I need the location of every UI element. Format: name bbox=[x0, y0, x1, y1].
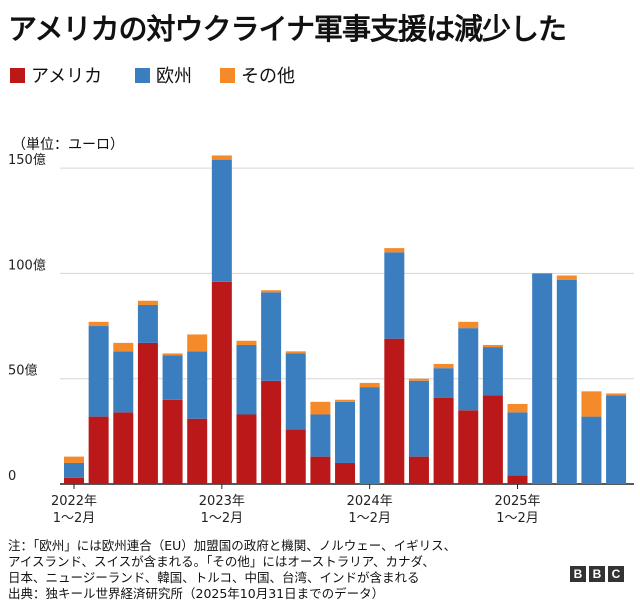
bar-segment-europe bbox=[556, 279, 577, 484]
y-tick-label: 150億 bbox=[8, 152, 46, 168]
x-tick-label-year: 2024年 bbox=[347, 494, 393, 509]
footnote-line: アイスランド、スイスが含まれる。「その他」にはオーストラリア、カナダ、 bbox=[8, 554, 435, 569]
bar-segment-other bbox=[507, 403, 528, 413]
bar-segment-us bbox=[261, 380, 282, 484]
x-tick-label-months: 1～2月 bbox=[348, 511, 391, 526]
stacked-bar-chart: 0 50億 100億 150億 2022年 1～2月 2023年 1～2月 2024年 1～2月 2… bbox=[8, 152, 634, 526]
bar-segment-europe bbox=[137, 304, 158, 343]
bar-segment-us bbox=[137, 342, 158, 484]
bar-segment-us bbox=[88, 416, 109, 484]
bar-segment-europe bbox=[482, 347, 503, 396]
footnote-line: 注：「欧州」には欧州連合（EU）加盟国の政府と機関、ノルウェー、イギリス、 bbox=[8, 538, 457, 553]
bar-segment-other bbox=[408, 378, 429, 381]
bar-segment-us bbox=[482, 395, 503, 484]
bar-segment-europe bbox=[211, 159, 232, 282]
y-tick-label: 50億 bbox=[8, 363, 38, 379]
bar-segment-other bbox=[310, 401, 331, 415]
bar-segment-europe bbox=[261, 292, 282, 381]
bar-segment-other bbox=[581, 391, 602, 417]
legend-item-us: アメリカ bbox=[10, 62, 102, 88]
unit-label: （単位：ユーロ） bbox=[12, 137, 124, 153]
bar-segment-us bbox=[335, 462, 356, 484]
bar-segment-other bbox=[384, 248, 405, 253]
footnote-source: 出典：独キール世界経済研究所（2025年10月31日までのデータ） bbox=[8, 586, 385, 601]
bar-segment-us bbox=[211, 281, 232, 484]
bar-segment-us bbox=[113, 412, 134, 484]
bar-segment-us bbox=[408, 456, 429, 484]
bbc-logo-block: B bbox=[589, 566, 605, 582]
bar-segment-europe bbox=[507, 412, 528, 476]
legend-swatch-other bbox=[220, 67, 235, 83]
bar-segment-europe bbox=[335, 401, 356, 463]
legend-item-other: その他 bbox=[220, 62, 295, 88]
bar-segment-europe bbox=[88, 326, 109, 417]
bar-segment-europe bbox=[433, 368, 454, 398]
bar-segment-other bbox=[285, 351, 306, 354]
bar-segment-europe bbox=[285, 353, 306, 430]
bar-segment-europe bbox=[64, 462, 84, 478]
x-tick-label-year: 2023年 bbox=[199, 494, 245, 509]
bar-segment-other bbox=[113, 342, 134, 352]
y-tick-label: 100億 bbox=[8, 257, 46, 273]
bar-segment-us bbox=[285, 429, 306, 484]
bar-segment-other bbox=[606, 393, 627, 396]
bar-segment-other bbox=[261, 290, 282, 293]
bar-segment-us bbox=[507, 475, 528, 484]
bbc-logo-block: C bbox=[608, 566, 624, 582]
bar-segment-other bbox=[433, 363, 454, 369]
bar-segment-europe bbox=[532, 273, 553, 484]
x-tick-label-months: 1～2月 bbox=[496, 511, 539, 526]
bar-segment-us bbox=[236, 414, 257, 484]
footnote: 注：「欧州」には欧州連合（EU）加盟国の政府と機関、ノルウェー、イギリス、 アイ… bbox=[8, 538, 568, 602]
bar-segment-europe bbox=[113, 351, 134, 413]
bar-segment-europe bbox=[408, 380, 429, 457]
footnote-line: 日本、ニュージーランド、韓国、トルコ、中国、台湾、インドが含まれる bbox=[8, 570, 420, 585]
bar-segment-us bbox=[187, 418, 208, 484]
bar-segment-other bbox=[556, 275, 577, 280]
bar-segment-europe bbox=[359, 387, 380, 484]
legend-label-other: その他 bbox=[241, 66, 295, 87]
bar-segment-us bbox=[384, 338, 405, 484]
bar-segment-other bbox=[458, 321, 479, 329]
bar-segment-other bbox=[64, 456, 84, 463]
legend-label-europe: 欧州 bbox=[156, 66, 192, 87]
x-tick-label-months: 1～2月 bbox=[201, 511, 244, 526]
bar-segment-other bbox=[335, 399, 356, 402]
legend-item-europe: 欧州 bbox=[135, 62, 192, 88]
bbc-logo: B B C bbox=[570, 566, 624, 582]
bar-segment-us bbox=[162, 399, 183, 484]
bar-segment-europe bbox=[162, 355, 183, 400]
bar-segment-other bbox=[236, 340, 257, 345]
bar-segment-us bbox=[310, 456, 331, 484]
bar-segment-us bbox=[458, 410, 479, 484]
bar-segment-other bbox=[187, 334, 208, 352]
bar-segment-europe bbox=[187, 351, 208, 419]
bbc-logo-block: B bbox=[570, 566, 586, 582]
bar-segment-other bbox=[137, 300, 158, 305]
legend-swatch-europe bbox=[135, 67, 150, 83]
chart-title: アメリカの対ウクライナ軍事支援は減少した bbox=[8, 12, 567, 46]
x-tick-label-months: 1～2月 bbox=[53, 511, 96, 526]
bar-segment-other bbox=[88, 321, 109, 327]
bar-segment-other bbox=[359, 382, 380, 388]
bar-segment-us bbox=[433, 397, 454, 484]
bar-segment-europe bbox=[581, 416, 602, 484]
bar-segment-other bbox=[211, 155, 232, 160]
bar-segment-europe bbox=[310, 414, 331, 457]
y-tick-label: 0 bbox=[8, 469, 16, 484]
x-tick-label-year: 2025年 bbox=[494, 494, 540, 509]
legend-swatch-us bbox=[10, 67, 25, 83]
bar-segment-other bbox=[482, 344, 503, 348]
bar-segment-europe bbox=[458, 328, 479, 411]
bar-segment-europe bbox=[606, 395, 627, 484]
bar-segment-europe bbox=[236, 344, 257, 415]
bar-segment-us bbox=[64, 477, 84, 484]
bar-segment-other bbox=[162, 353, 183, 356]
bar-segment-europe bbox=[384, 252, 405, 339]
legend-label-us: アメリカ bbox=[31, 66, 103, 87]
x-tick-label-year: 2022年 bbox=[51, 494, 97, 509]
